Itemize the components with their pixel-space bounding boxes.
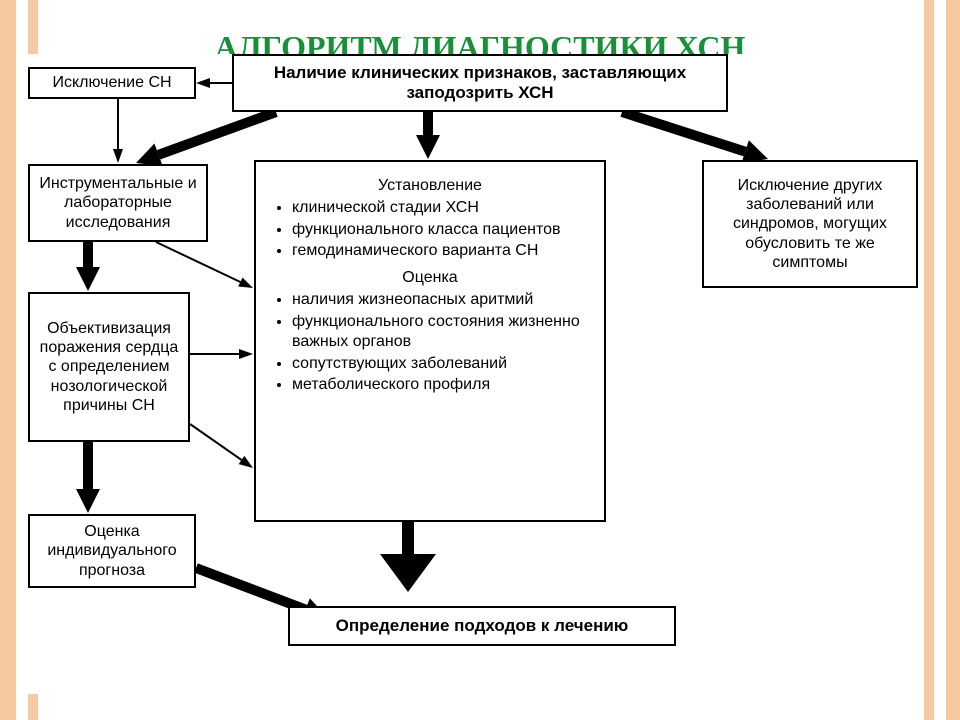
center-bullets-2: наличия жизнеопасных аритмийфункциональн… <box>270 290 590 395</box>
node-label: Исключение других заболеваний или синдро… <box>712 176 908 272</box>
center-bullets-1: клинической стадии ХСНфункционального кл… <box>270 198 590 261</box>
node-label: Объективизация поражения сердца с опреде… <box>38 319 180 415</box>
node-instrumental: Инструментальные и лабораторные исследов… <box>28 164 208 242</box>
slide: АЛГОРИТМ ДИАГНОСТИКИ ХСН Наличие клиниче… <box>0 0 960 720</box>
node-label: Исключение СН <box>52 73 171 92</box>
flowchart: Наличие клинических признаков, заставляю… <box>28 54 924 694</box>
center-header-1: Установление <box>270 176 590 196</box>
center-header-2: Оценка <box>270 268 590 288</box>
node-clinical-signs: Наличие клинических признаков, заставляю… <box>232 54 728 112</box>
node-exclude-other: Исключение других заболеваний или синдро… <box>702 160 918 288</box>
node-prognosis: Оценка индивидуального прогноза <box>28 514 196 588</box>
node-exclude-sn: Исключение СН <box>28 67 196 99</box>
bullet-item: наличия жизнеопасных аритмий <box>292 290 590 310</box>
node-label: Наличие клинических признаков, заставляю… <box>242 63 718 104</box>
bullet-item: клинической стадии ХСН <box>292 198 590 218</box>
bullet-item: сопутствующих заболеваний <box>292 354 590 374</box>
bullet-item: метаболического профиля <box>292 375 590 395</box>
node-label: Определение подходов к лечению <box>336 616 629 636</box>
node-center: Установление клинической стадии ХСНфункц… <box>254 160 606 522</box>
node-label: Оценка индивидуального прогноза <box>38 522 186 580</box>
bullet-item: гемодинамического варианта СН <box>292 241 590 261</box>
bullet-item: функционального класса пациентов <box>292 220 590 240</box>
node-objectivization: Объективизация поражения сердца с опреде… <box>28 292 190 442</box>
node-label: Инструментальные и лабораторные исследов… <box>38 174 198 232</box>
bullet-item: функционального состояния жизненно важны… <box>292 312 590 353</box>
node-treatment: Определение подходов к лечению <box>288 606 676 646</box>
